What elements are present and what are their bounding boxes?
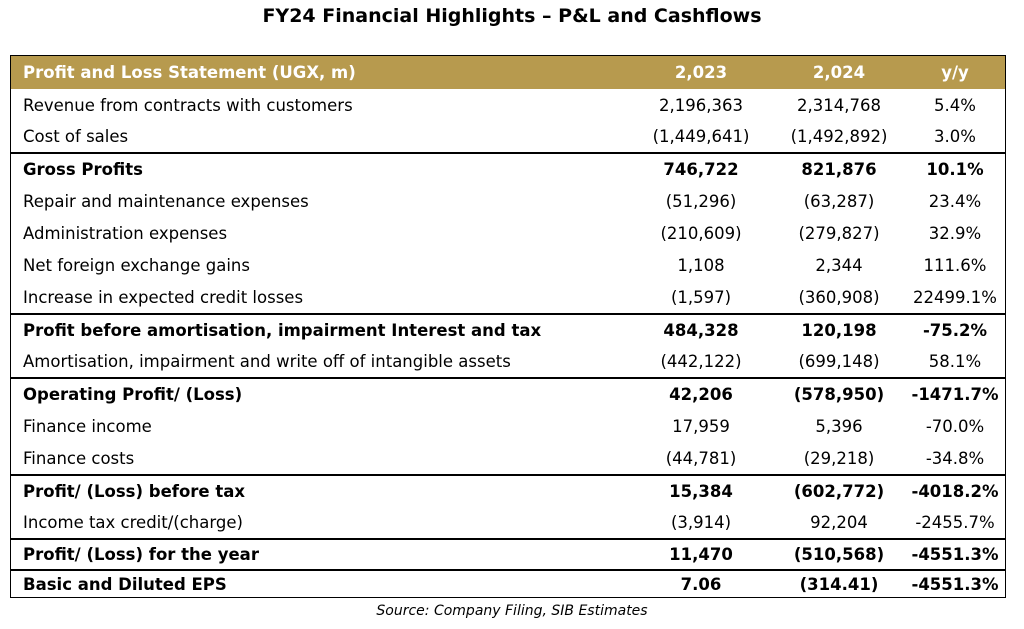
row-label: Operating Profit/ (Loss): [23, 385, 243, 404]
row-value-2023: (44,781): [665, 448, 737, 468]
table-row: Profit before amortisation, impairment I…: [11, 313, 1005, 345]
table-row: Increase in expected credit losses (1,59…: [11, 281, 1005, 313]
row-value-2024: (699,148): [798, 351, 880, 371]
header-col-yy: y/y: [941, 63, 969, 82]
table-header-row: Profit and Loss Statement (UGX, m) 2,023…: [11, 56, 1005, 89]
row-value-2024: (314.41): [799, 574, 879, 594]
row-value-2023: 15,384: [669, 482, 733, 501]
header-col-2023: 2,023: [674, 63, 728, 82]
row-value-2023: (51,296): [665, 191, 737, 211]
row-value-2024: 120,198: [801, 320, 877, 340]
row-value-yy: 32.9%: [928, 223, 982, 243]
row-value-2024: (360,908): [798, 287, 880, 307]
row-value-2024: (602,772): [793, 482, 885, 501]
row-value-2023: (210,609): [660, 223, 742, 243]
row-value-yy: -75.2%: [922, 320, 988, 340]
table-row: Operating Profit/ (Loss) 42,206 (578,950…: [11, 377, 1005, 410]
row-value-yy: -70.0%: [925, 416, 985, 436]
row-label: Repair and maintenance expenses: [23, 191, 309, 211]
table-row: Finance costs (44,781) (29,218) -34.8%: [11, 442, 1005, 474]
row-value-yy: -4551.3%: [911, 574, 999, 594]
row-value-yy: 111.6%: [923, 255, 987, 275]
row-label: Increase in expected credit losses: [23, 287, 304, 307]
table-row: Administration expenses (210,609) (279,8…: [11, 217, 1005, 249]
row-label: Administration expenses: [23, 223, 228, 243]
row-label: Profit/ (Loss) before tax: [23, 482, 246, 501]
row-value-2023: 484,328: [663, 320, 739, 340]
row-value-2023: 11,470: [669, 545, 733, 564]
table-row: Finance income 17,959 5,396 -70.0%: [11, 410, 1005, 442]
row-label: Profit/ (Loss) for the year: [23, 545, 259, 564]
row-value-2023: (3,914): [670, 513, 732, 532]
table-row: Profit/ (Loss) before tax 15,384 (602,77…: [11, 474, 1005, 507]
row-value-2023: 17,959: [672, 416, 730, 436]
row-label: Amortisation, impairment and write off o…: [23, 351, 511, 371]
row-value-yy: -2455.7%: [915, 513, 995, 532]
row-value-yy: 3.0%: [934, 127, 976, 146]
row-value-yy: 10.1%: [926, 160, 984, 179]
row-value-2024: (578,950): [793, 385, 885, 404]
row-label: Basic and Diluted EPS: [23, 574, 227, 594]
row-value-yy: 22499.1%: [913, 287, 997, 307]
table-row: Income tax credit/(charge) (3,914) 92,20…: [11, 507, 1005, 538]
row-value-2024: 2,344: [815, 255, 863, 275]
row-value-2023: (442,122): [660, 351, 742, 371]
row-value-2024: 5,396: [815, 416, 863, 436]
row-value-2024: (63,287): [803, 191, 875, 211]
row-value-2023: 746,722: [663, 160, 739, 179]
table-row: Net foreign exchange gains 1,108 2,344 1…: [11, 249, 1005, 281]
row-value-yy: 5.4%: [934, 95, 976, 115]
row-label: Income tax credit/(charge): [23, 513, 243, 532]
row-label: Finance costs: [23, 448, 135, 468]
row-value-2023: 2,196,363: [659, 95, 743, 115]
table-row: Cost of sales (1,449,641) (1,492,892) 3.…: [11, 121, 1005, 152]
source-note: Source: Company Filing, SIB Estimates: [376, 603, 648, 619]
row-value-2023: 42,206: [669, 385, 733, 404]
pnl-table: Profit and Loss Statement (UGX, m) 2,023…: [10, 55, 1006, 598]
row-label: Revenue from contracts with customers: [23, 95, 353, 115]
row-value-yy: -4551.3%: [911, 545, 999, 564]
row-value-yy: -4018.2%: [911, 482, 999, 501]
page-title: FY24 Financial Highlights – P&L and Cash…: [262, 5, 762, 27]
row-label: Cost of sales: [23, 127, 129, 146]
header-label: Profit and Loss Statement (UGX, m): [23, 63, 356, 82]
table-row: Amortisation, impairment and write off o…: [11, 345, 1005, 377]
row-value-2024: (29,218): [803, 448, 875, 468]
table-row: Repair and maintenance expenses (51,296)…: [11, 185, 1005, 217]
row-label: Profit before amortisation, impairment I…: [23, 320, 542, 340]
row-value-2023: 1,108: [677, 255, 725, 275]
row-label: Gross Profits: [23, 160, 143, 179]
row-value-2024: (510,568): [793, 545, 885, 564]
row-label: Finance income: [23, 416, 152, 436]
header-col-2024: 2,024: [812, 63, 866, 82]
row-value-yy: 58.1%: [928, 351, 982, 371]
table-row: Profit/ (Loss) for the year 11,470 (510,…: [11, 538, 1005, 569]
table-row: Gross Profits 746,722 821,876 10.1%: [11, 152, 1005, 185]
row-value-2024: (1,492,892): [790, 127, 888, 146]
row-label: Net foreign exchange gains: [23, 255, 250, 275]
row-value-2024: (279,827): [798, 223, 880, 243]
row-value-yy: -1471.7%: [911, 385, 999, 404]
row-value-yy: -34.8%: [925, 448, 985, 468]
table-row: Basic and Diluted EPS 7.06 (314.41) -455…: [11, 569, 1005, 597]
row-value-2024: 92,204: [810, 513, 868, 532]
row-value-2024: 821,876: [801, 160, 877, 179]
table-row: Revenue from contracts with customers 2,…: [11, 89, 1005, 121]
row-value-2023: (1,597): [670, 287, 732, 307]
row-value-2024: 2,314,768: [797, 95, 881, 115]
row-value-yy: 23.4%: [928, 191, 982, 211]
row-value-2023: (1,449,641): [652, 127, 750, 146]
row-value-2023: 7.06: [680, 574, 722, 594]
